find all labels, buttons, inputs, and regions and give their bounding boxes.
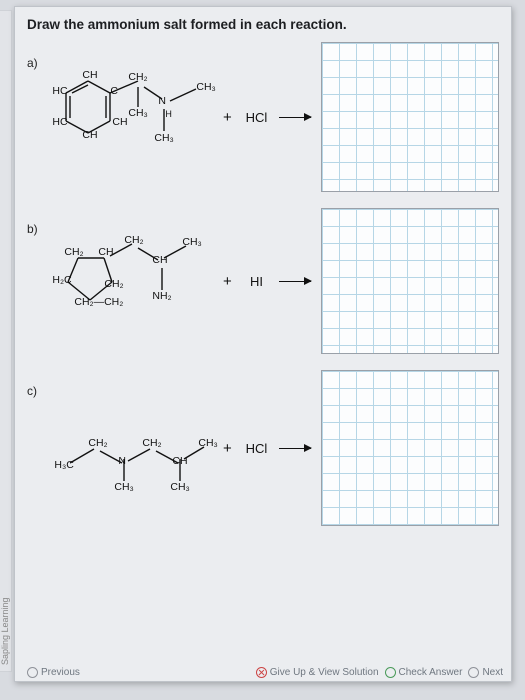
brand-side-tab: Sapling Learning xyxy=(0,10,12,672)
problem-c: c) H₃C CH₂ N CH₃ CH₂ CH CH₃ CH₃ xyxy=(27,370,499,526)
plus-sign: + xyxy=(221,109,234,126)
bonds-c xyxy=(50,393,218,503)
reaction-arrow xyxy=(279,281,311,282)
footer-bar: Previous Give Up & View Solution Check A… xyxy=(15,667,511,678)
atom-label: CH xyxy=(82,69,97,81)
atom-label: HC xyxy=(52,116,67,128)
give-up-label: Give Up & View Solution xyxy=(270,667,379,678)
atom-label: N xyxy=(118,455,126,467)
structure-a: CH C CH CH HC HC CH₂ N H CH₃ CH₃ CH₃ xyxy=(50,47,210,187)
answer-grid-a[interactable] xyxy=(321,42,499,192)
atom-label: CH₃ xyxy=(170,481,189,493)
atom-label: N xyxy=(158,95,166,107)
problem-b: b) H₂C CH₂ CH CH₂ xyxy=(27,208,499,354)
answer-grid-c[interactable] xyxy=(321,370,499,526)
next-icon xyxy=(468,667,479,678)
structure-b: H₂C CH₂ CH CH₂ CH₂—CH₂ CH₂ CH CH₃ NH₂ xyxy=(50,216,210,346)
problem-a: a) xyxy=(27,42,499,192)
acid-b: HI xyxy=(244,274,269,289)
atom-label: CH₂ xyxy=(104,278,123,290)
check-answer-button[interactable]: Check Answer xyxy=(385,667,463,678)
previous-button[interactable]: Previous xyxy=(27,667,80,678)
check-label: Check Answer xyxy=(399,667,463,678)
problem-label-a: a) xyxy=(27,42,40,70)
atom-label: CH₂ xyxy=(64,246,83,258)
atom-label: CH₂ xyxy=(124,234,143,246)
atom-label: H₂C xyxy=(52,274,71,286)
atom-label: CH xyxy=(98,246,113,258)
next-button[interactable]: Next xyxy=(468,667,503,678)
structure-c: H₃C CH₂ N CH₃ CH₂ CH CH₃ CH₃ xyxy=(50,393,210,503)
problem-label-b: b) xyxy=(27,208,40,236)
atom-label: CH₂ xyxy=(88,437,107,449)
prev-icon xyxy=(27,667,38,678)
acid-c: HCl xyxy=(244,441,269,456)
atom-label: CH₃ xyxy=(128,107,147,119)
answer-grid-b[interactable] xyxy=(321,208,499,354)
plus-sign: + xyxy=(221,273,234,290)
atom-label: CH₃ xyxy=(196,81,215,93)
atom-label: CH₂ xyxy=(142,437,161,449)
atom-label: CH₃ xyxy=(114,481,133,493)
reaction-arrow xyxy=(279,117,311,118)
prev-label: Previous xyxy=(41,667,80,678)
next-label: Next xyxy=(482,667,503,678)
atom-label: CH xyxy=(112,116,127,128)
atom-label: H₃C xyxy=(54,459,73,471)
page-title: Draw the ammonium salt formed in each re… xyxy=(27,17,499,32)
check-icon xyxy=(385,667,396,678)
problem-label-c: c) xyxy=(27,370,40,398)
atom-label: CH₂ xyxy=(128,71,147,83)
acid-a: HCl xyxy=(244,110,269,125)
atom-label: CH₃ xyxy=(154,132,173,144)
atom-label: CH xyxy=(152,254,167,266)
x-icon xyxy=(256,667,267,678)
atom-label: CH₂—CH₂ xyxy=(74,296,123,308)
give-up-button[interactable]: Give Up & View Solution xyxy=(256,667,379,678)
reaction-arrow xyxy=(279,448,311,449)
atom-label: CH xyxy=(172,455,187,467)
atom-label: NH₂ xyxy=(152,290,171,302)
plus-sign: + xyxy=(221,440,234,457)
atom-label: H xyxy=(165,109,172,119)
atom-label: CH₃ xyxy=(182,236,201,248)
atom-label: HC xyxy=(52,85,67,97)
atom-label: CH xyxy=(82,129,97,141)
atom-label: C xyxy=(110,85,118,97)
worksheet-page: Draw the ammonium salt formed in each re… xyxy=(14,6,512,682)
atom-label: CH₃ xyxy=(198,437,217,449)
